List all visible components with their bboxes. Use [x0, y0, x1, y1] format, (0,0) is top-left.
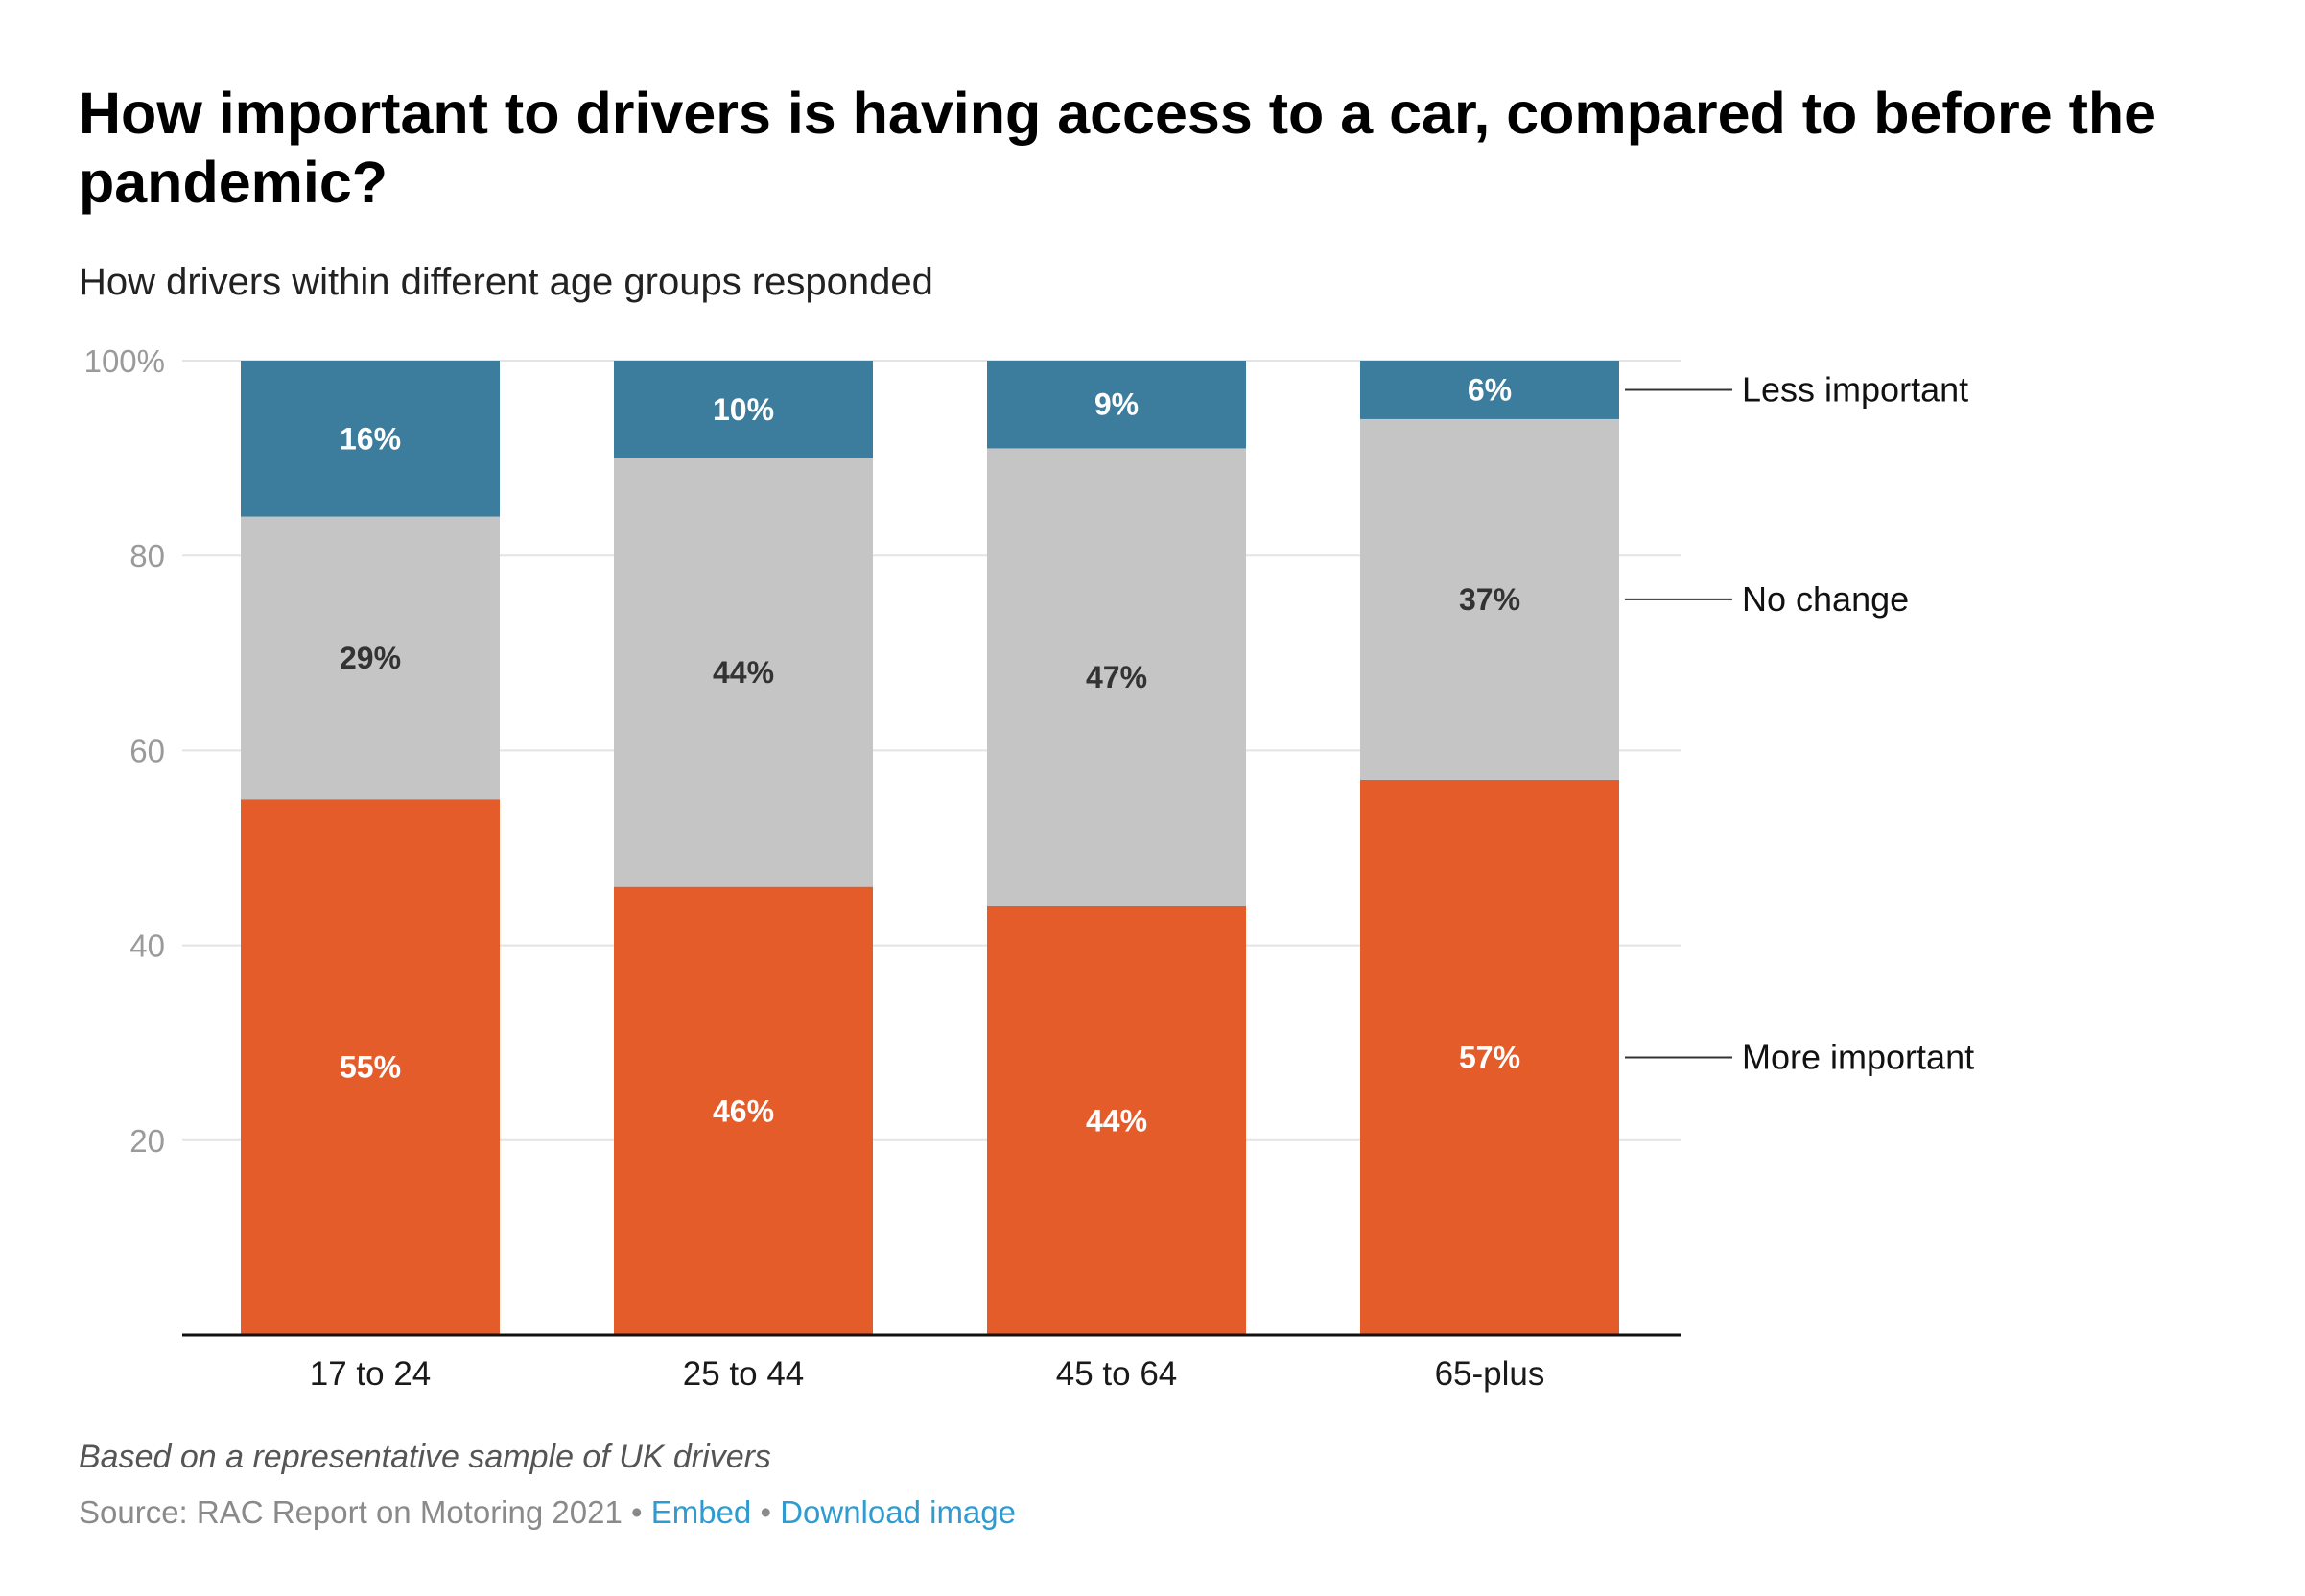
- separator-dot: •: [630, 1494, 643, 1530]
- source-line: Source: RAC Report on Motoring 2021 • Em…: [79, 1494, 1016, 1531]
- y-tick-label: 100%: [84, 343, 165, 379]
- y-tick-label: 60: [129, 733, 165, 768]
- bar-segment: [614, 886, 873, 1335]
- legend: More important No change Less important: [1625, 369, 1974, 1076]
- bar-segment: [614, 458, 873, 887]
- data-label: 6%: [1468, 372, 1512, 407]
- data-label: 57%: [1459, 1040, 1520, 1074]
- legend-label: Less important: [1742, 369, 1968, 409]
- x-tick-label: 25 to 44: [683, 1355, 805, 1393]
- bar-segment: [987, 448, 1246, 906]
- bar-segment: [241, 516, 500, 800]
- bar-segment: [241, 361, 500, 517]
- chart-title: How important to drivers is having acces…: [79, 81, 2157, 215]
- data-label: 29%: [340, 641, 401, 675]
- bar-segment: [987, 361, 1246, 449]
- separator-dot: •: [760, 1494, 772, 1530]
- data-label: 46%: [713, 1093, 774, 1128]
- bar-segment: [1360, 779, 1619, 1335]
- data-label: 37%: [1459, 582, 1520, 617]
- x-tick-label: 17 to 24: [310, 1355, 432, 1393]
- bar-segment: [1360, 418, 1619, 780]
- embed-link[interactable]: Embed: [650, 1494, 752, 1530]
- legend-label: More important: [1742, 1037, 1974, 1076]
- bar-segment: [1360, 361, 1619, 419]
- data-label: 44%: [1086, 1103, 1147, 1138]
- legend-label: No change: [1742, 579, 1909, 619]
- bar-segment: [987, 905, 1246, 1335]
- bar-segment: [614, 361, 873, 458]
- data-label: 47%: [1086, 660, 1147, 694]
- source-text: Source: RAC Report on Motoring 2021: [79, 1494, 623, 1530]
- x-tick-label: 65-plus: [1435, 1355, 1545, 1393]
- chart-subtitle: How drivers within different age groups …: [79, 261, 933, 303]
- y-tick-label: 80: [129, 538, 165, 574]
- axes: 100% 80 60 40 20 17 to 24 25 to 44 45 to 64 65-p…: [84, 343, 1681, 1393]
- bar-segment: [241, 799, 500, 1335]
- data-label: 16%: [340, 421, 401, 456]
- data-label: 9%: [1094, 387, 1139, 422]
- y-tick-label: 40: [129, 928, 165, 964]
- data-label: 44%: [713, 655, 774, 690]
- footnote: Based on a representative sample of UK d…: [79, 1439, 771, 1475]
- data-label: 10%: [713, 392, 774, 427]
- value-labels: 55% 29% 16% 46% 44% 10% 44% 47% 9% 57% 37% 6%: [340, 372, 1520, 1138]
- x-tick-label: 45 to 64: [1056, 1355, 1178, 1393]
- bars: [241, 361, 1619, 1335]
- download-image-link[interactable]: Download image: [780, 1494, 1016, 1530]
- y-tick-label: 20: [129, 1123, 165, 1159]
- data-label: 55%: [340, 1050, 401, 1085]
